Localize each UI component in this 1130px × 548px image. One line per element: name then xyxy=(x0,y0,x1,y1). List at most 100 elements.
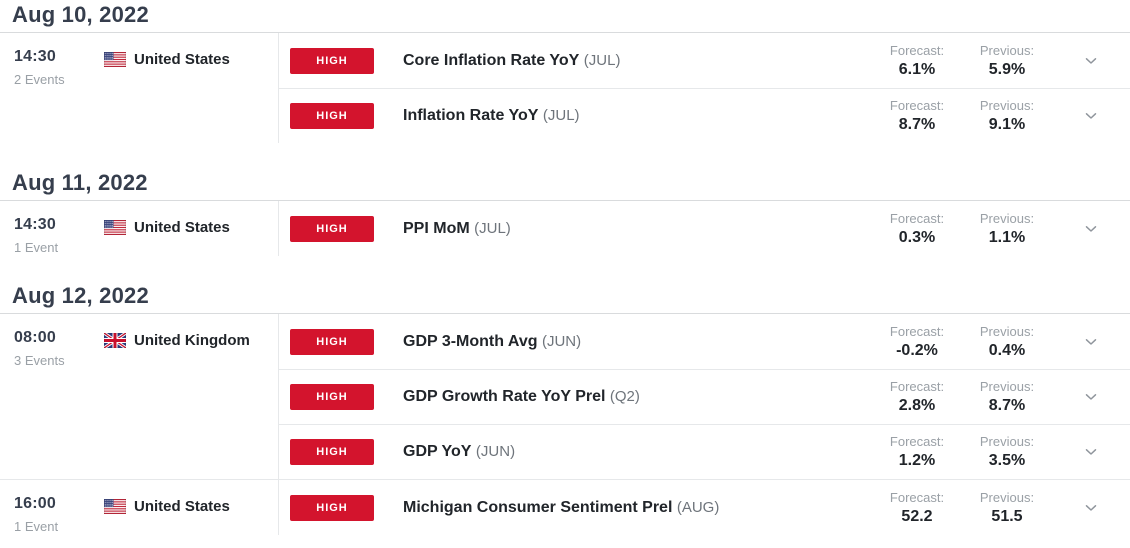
importance-badge: HIGH xyxy=(290,494,374,521)
time-country-cell: 16:00 1 Event United States xyxy=(0,480,279,535)
forecast-value: 6.1% xyxy=(898,60,936,78)
previous-label: Previous: xyxy=(979,489,1035,505)
event-row[interactable]: HIGH Michigan Consumer Sentiment Prel (A… xyxy=(279,480,1130,535)
events-count: 1 Event xyxy=(14,240,59,255)
chevron-down-icon xyxy=(1085,338,1097,345)
time-wrap: 08:00 3 Events xyxy=(14,329,104,368)
time-block: 14:30 2 Events United States HIGH Core I… xyxy=(0,33,1130,143)
event-title-text: GDP YoY xyxy=(403,443,472,460)
time-country-cell: 14:30 2 Events United States xyxy=(0,33,279,143)
events-count: 2 Events xyxy=(14,72,65,87)
forecast-stat: Forecast: 1.2% xyxy=(872,434,962,470)
forecast-label: Forecast: xyxy=(889,323,945,339)
previous-stat: Previous: 51.5 xyxy=(962,490,1052,526)
importance-badge: HIGH xyxy=(290,215,374,242)
chevron-down-icon xyxy=(1085,449,1097,455)
forecast-value: 0.3% xyxy=(898,228,936,246)
previous-label: Previous: xyxy=(979,379,1035,394)
event-title: GDP Growth Rate YoY Prel (Q2) xyxy=(403,388,872,406)
expand-row-control[interactable] xyxy=(1052,57,1130,65)
expand-row-control[interactable] xyxy=(1052,393,1130,401)
event-rows: HIGH Michigan Consumer Sentiment Prel (A… xyxy=(279,480,1130,535)
date-group: Aug 10, 2022 14:30 2 Events United State… xyxy=(0,2,1130,143)
forecast-value: -0.2% xyxy=(896,341,938,359)
previous-stat: Previous: 1.1% xyxy=(962,211,1052,247)
date-group: Aug 11, 2022 14:30 1 Event United States… xyxy=(0,170,1130,256)
event-time: 14:30 xyxy=(14,216,56,233)
importance-badge: HIGH xyxy=(290,439,374,465)
event-row[interactable]: HIGH GDP YoY (JUN) Forecast: 1.2% Previo… xyxy=(279,424,1130,479)
chevron-down-icon xyxy=(1085,57,1097,64)
event-title-text: GDP 3-Month Avg xyxy=(403,332,538,350)
event-period: (Q2) xyxy=(609,388,640,405)
previous-stat: Previous: 8.7% xyxy=(962,379,1052,415)
previous-stat: Previous: 3.5% xyxy=(962,434,1052,470)
importance-badge: HIGH xyxy=(290,328,374,355)
time-block: 14:30 1 Event United States HIGH PPI MoM… xyxy=(0,201,1130,256)
event-row[interactable]: HIGH PPI MoM (JUL) Forecast: 0.3% Previo… xyxy=(279,201,1130,256)
event-title-text: Inflation Rate YoY xyxy=(403,107,539,124)
date-group-body: 14:30 1 Event United States HIGH PPI MoM… xyxy=(0,201,1130,256)
event-title-text: PPI MoM xyxy=(403,219,470,237)
expand-row-control[interactable] xyxy=(1052,338,1130,346)
forecast-label: Forecast: xyxy=(889,489,945,505)
expand-row-control[interactable] xyxy=(1052,504,1130,512)
forecast-stat: Forecast: 6.1% xyxy=(872,43,962,79)
forecast-label: Forecast: xyxy=(889,210,945,226)
importance-badge: HIGH xyxy=(290,384,374,410)
expand-row-control[interactable] xyxy=(1052,112,1130,120)
country-wrap: United Kingdom xyxy=(104,329,250,349)
expand-row-control[interactable] xyxy=(1052,448,1130,456)
forecast-value: 8.7% xyxy=(898,116,936,133)
event-title: GDP YoY (JUN) xyxy=(403,443,872,461)
country-name: United States xyxy=(134,50,230,68)
event-row[interactable]: HIGH Inflation Rate YoY (JUL) Forecast: … xyxy=(279,88,1130,143)
date-header: Aug 11, 2022 xyxy=(0,170,1130,201)
forecast-label: Forecast: xyxy=(889,379,945,394)
time-country-cell: 08:00 3 Events United Kingdom xyxy=(0,314,279,479)
previous-value: 51.5 xyxy=(991,507,1023,525)
event-rows: HIGH PPI MoM (JUL) Forecast: 0.3% Previo… xyxy=(279,201,1130,256)
time-block: 16:00 1 Event United States HIGH Michiga… xyxy=(0,479,1130,535)
forecast-stat: Forecast: 8.7% xyxy=(872,98,962,134)
time-block: 08:00 3 Events United Kingdom HIGH GDP 3… xyxy=(0,314,1130,479)
previous-label: Previous: xyxy=(979,434,1035,449)
event-title: Core Inflation Rate YoY (JUL) xyxy=(403,52,872,70)
previous-label: Previous: xyxy=(979,98,1035,113)
chevron-down-icon xyxy=(1085,113,1097,119)
country-name: United States xyxy=(134,497,230,515)
event-rows: HIGH Core Inflation Rate YoY (JUL) Forec… xyxy=(279,33,1130,143)
country-name: United Kingdom xyxy=(134,331,250,349)
event-title-text: Core Inflation Rate YoY xyxy=(403,51,580,69)
event-time: 14:30 xyxy=(14,48,56,65)
previous-stat: Previous: 0.4% xyxy=(962,324,1052,360)
importance-badge: HIGH xyxy=(290,47,374,74)
forecast-stat: Forecast: 2.8% xyxy=(872,379,962,415)
event-row[interactable]: HIGH GDP 3-Month Avg (JUN) Forecast: -0.… xyxy=(279,314,1130,369)
event-rows: HIGH GDP 3-Month Avg (JUN) Forecast: -0.… xyxy=(279,314,1130,479)
country-name: United States xyxy=(134,218,230,236)
event-period: (JUL) xyxy=(474,219,511,237)
event-title-text: Michigan Consumer Sentiment Prel xyxy=(403,498,673,516)
event-title-text: GDP Growth Rate YoY Prel xyxy=(403,388,606,405)
previous-value: 3.5% xyxy=(988,452,1026,469)
forecast-value: 1.2% xyxy=(898,452,936,469)
event-title: Inflation Rate YoY (JUL) xyxy=(403,107,872,125)
event-title: PPI MoM (JUL) xyxy=(403,220,872,238)
previous-value: 5.9% xyxy=(988,60,1026,78)
date-group-body: 08:00 3 Events United Kingdom HIGH GDP 3… xyxy=(0,314,1130,535)
event-title: GDP 3-Month Avg (JUN) xyxy=(403,333,872,351)
previous-value: 1.1% xyxy=(988,228,1026,246)
previous-label: Previous: xyxy=(979,323,1035,339)
date-group-body: 14:30 2 Events United States HIGH Core I… xyxy=(0,33,1130,143)
event-title: Michigan Consumer Sentiment Prel (AUG) xyxy=(403,499,872,517)
event-row[interactable]: HIGH GDP Growth Rate YoY Prel (Q2) Forec… xyxy=(279,369,1130,424)
forecast-stat: Forecast: 52.2 xyxy=(872,490,962,526)
previous-label: Previous: xyxy=(979,210,1035,226)
us-flag-icon xyxy=(104,498,126,514)
event-time: 08:00 xyxy=(14,329,56,346)
expand-row-control[interactable] xyxy=(1052,225,1130,233)
event-time: 16:00 xyxy=(14,495,56,512)
event-row[interactable]: HIGH Core Inflation Rate YoY (JUL) Forec… xyxy=(279,33,1130,88)
us-flag-icon xyxy=(104,219,126,235)
